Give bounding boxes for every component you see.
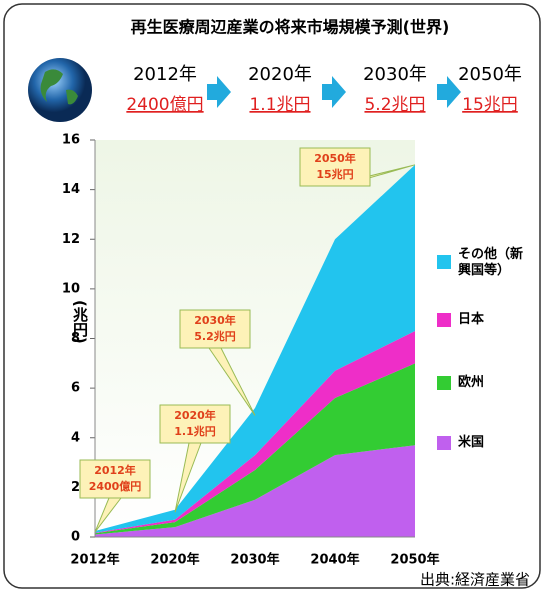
header-value: 2400億円 <box>126 95 203 115</box>
source: 出典:経済産業省 <box>420 571 530 589</box>
area <box>95 331 415 534</box>
callout <box>174 442 202 513</box>
area <box>95 164 415 533</box>
legend-swatch <box>437 313 451 327</box>
x-tick-label: 2040年 <box>310 552 359 568</box>
callout-box <box>159 404 231 444</box>
x-tick-label: 2012年 <box>70 552 119 568</box>
callout <box>94 497 122 533</box>
legend-swatch <box>437 436 451 450</box>
header-value: 5.2兆円 <box>364 95 425 115</box>
annotation-text: 15兆円 <box>316 167 353 181</box>
y-tick-label: 14 <box>62 182 80 197</box>
y-tick-label: 16 <box>62 133 80 148</box>
x-tick-label: 2050年 <box>390 552 439 568</box>
header-year: 2020年 <box>248 64 312 85</box>
y-tick-label: 0 <box>71 530 80 545</box>
y-tick-label: 6 <box>71 381 80 396</box>
legend-label: 日本 <box>458 312 485 327</box>
area <box>95 363 415 535</box>
header-year: 2050年 <box>458 64 522 85</box>
header-arrow <box>437 76 461 108</box>
header-arrow <box>322 76 346 108</box>
callout-box <box>179 309 251 349</box>
legend-label: その他（新興国等） <box>458 247 524 278</box>
annotation-text: 2030年 <box>194 313 236 327</box>
y-tick-label: 10 <box>62 281 80 296</box>
legend-swatch <box>437 255 451 269</box>
x-tick-label: 2020年 <box>150 552 199 568</box>
header-value: 15兆円 <box>462 95 518 115</box>
header-arrow <box>207 76 231 108</box>
y-axis-label: (兆円) <box>71 300 89 344</box>
header-value: 1.1兆円 <box>249 95 310 115</box>
callout-box <box>79 459 151 499</box>
annotation-text: 2050年 <box>314 151 356 165</box>
globe-icon <box>28 58 92 122</box>
y-tick-label: 2 <box>71 480 80 495</box>
x-tick-label: 2030年 <box>230 552 279 568</box>
y-tick-label: 4 <box>71 430 80 445</box>
globe-land <box>40 69 78 105</box>
legend-label: 欧州 <box>458 375 485 390</box>
header-year: 2030年 <box>363 64 427 85</box>
annotation-text: 5.2兆円 <box>194 329 236 343</box>
annotation-text: 2020年 <box>174 408 216 422</box>
annotation-text: 1.1兆円 <box>174 424 216 438</box>
legend-label: 米国 <box>458 435 485 450</box>
frame <box>3 3 541 589</box>
y-tick-label: 12 <box>62 232 80 247</box>
header-year: 2012年 <box>133 64 197 85</box>
legend-swatch <box>437 376 451 390</box>
area <box>95 445 415 537</box>
y-tick-label: 8 <box>71 331 80 346</box>
annotation-text: 2400億円 <box>89 479 142 493</box>
callout <box>208 347 256 416</box>
annotation-text: 2012年 <box>94 463 136 477</box>
callout-box <box>299 147 371 187</box>
chart-title: 再生医療周辺産業の将来市場規模予測(世界) <box>131 18 450 37</box>
